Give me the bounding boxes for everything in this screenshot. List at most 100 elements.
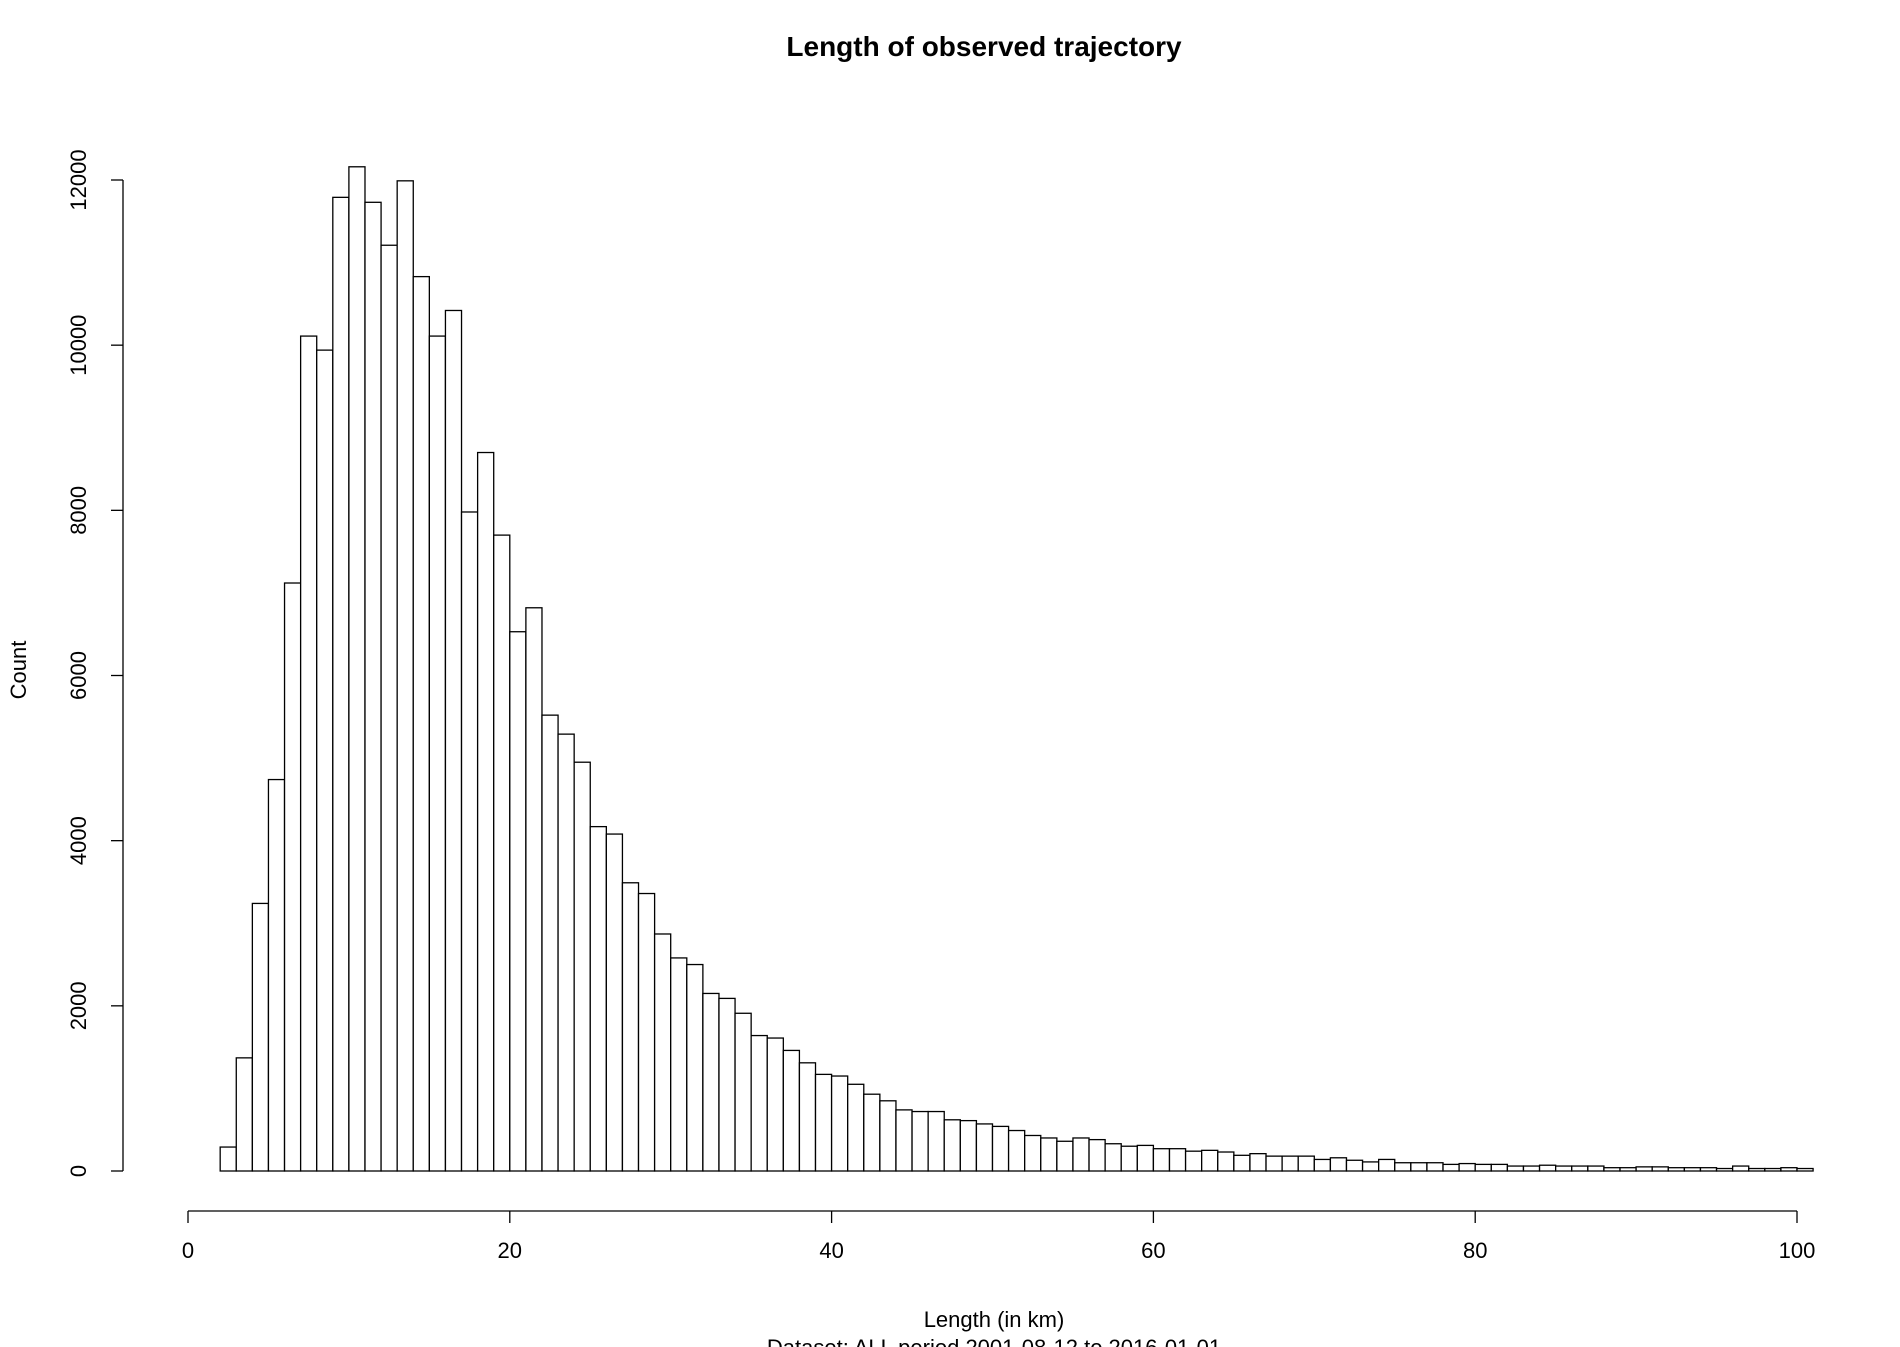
histogram-bar: [316, 349, 334, 1172]
histogram-bar: [1297, 1155, 1315, 1172]
histogram-bar: [766, 1037, 784, 1172]
histogram-bar: [911, 1110, 929, 1172]
x-tick-label: 100: [1779, 1238, 1816, 1263]
y-tick-label: 8000: [66, 486, 91, 535]
histogram-bar: [1426, 1162, 1444, 1172]
histogram-bar: [798, 1062, 817, 1172]
y-axis-label: Count: [6, 641, 31, 700]
histogram-bar: [1555, 1165, 1573, 1172]
histogram-bar: [1361, 1161, 1380, 1172]
histogram-bar: [959, 1119, 978, 1172]
histogram-bar: [734, 1012, 752, 1172]
histogram-bar: [1635, 1166, 1653, 1172]
histogram-bar: [863, 1093, 881, 1172]
histogram-bar: [637, 892, 656, 1172]
histogram-bar: [219, 1146, 237, 1172]
histogram-bar: [702, 992, 720, 1172]
histogram-bar: [847, 1083, 865, 1172]
histogram-bar: [1345, 1159, 1364, 1172]
histogram-bar: [1683, 1167, 1702, 1172]
histogram-bar: [1796, 1167, 1814, 1172]
histogram-bar: [1072, 1137, 1090, 1172]
y-tick-label: 6000: [66, 651, 91, 700]
histogram-bar: [975, 1123, 994, 1172]
y-tick-label: 2000: [66, 981, 91, 1030]
histogram-bar: [1410, 1162, 1428, 1172]
histogram-bar: [1040, 1137, 1058, 1172]
histogram-bar: [283, 582, 302, 1172]
histogram-bar: [364, 201, 382, 1172]
histogram-bar: [1715, 1167, 1734, 1172]
histogram-bar: [814, 1073, 833, 1172]
histogram-bar: [509, 631, 527, 1172]
histogram-bar: [1024, 1134, 1042, 1172]
histogram-bar: [1233, 1154, 1251, 1172]
histogram-bar: [428, 335, 447, 1172]
histogram-bar: [267, 778, 286, 1172]
histogram-bars: [219, 166, 1814, 1172]
histogram-bar: [653, 933, 672, 1172]
histogram-bar: [1378, 1158, 1396, 1172]
histogram-bar: [1265, 1155, 1283, 1172]
histogram-bar: [879, 1100, 897, 1172]
histogram-bar: [1731, 1165, 1750, 1172]
histogram-bar: [235, 1057, 254, 1172]
histogram-bar: [1136, 1144, 1155, 1172]
histogram-bar: [299, 335, 318, 1172]
histogram-bar: [750, 1034, 768, 1172]
histogram-bar: [525, 607, 543, 1172]
histogram-bar: [380, 244, 398, 1172]
histogram-bar: [927, 1110, 945, 1172]
histogram-bar: [1249, 1153, 1267, 1172]
histogram-bar: [1442, 1163, 1460, 1172]
histogram-bar: [895, 1109, 913, 1172]
histogram-bar: [830, 1075, 849, 1172]
histogram-bar: [1281, 1155, 1299, 1172]
histogram-bar: [1522, 1165, 1541, 1172]
histogram-bar: [991, 1125, 1010, 1172]
histogram-bar: [1490, 1163, 1509, 1172]
histogram-bar: [476, 451, 495, 1172]
histogram-bar: [1748, 1167, 1766, 1172]
x-tick-label: 20: [498, 1238, 522, 1263]
histogram-bar: [1506, 1165, 1525, 1172]
x-tick-label: 0: [182, 1238, 194, 1263]
histogram-bar: [1056, 1140, 1074, 1172]
histogram-bar: [1088, 1138, 1106, 1172]
histogram-bar: [1538, 1164, 1557, 1172]
y-tick-label: 0: [66, 1165, 91, 1177]
histogram-bar: [541, 714, 559, 1172]
histogram-bar: [1474, 1163, 1492, 1172]
histogram-bar: [670, 957, 688, 1172]
histogram-bar: [1152, 1148, 1171, 1172]
histogram-bar: [605, 833, 624, 1172]
histogram-bar: [1217, 1151, 1235, 1172]
histogram-bar: [1587, 1165, 1605, 1172]
histogram-bar: [348, 166, 366, 1172]
y-tick-label: 12000: [66, 149, 91, 210]
histogram-bar: [1120, 1145, 1138, 1172]
x-axis: 0 20 40 60 80 100: [182, 1210, 1816, 1263]
x-tick-label: 60: [1141, 1238, 1165, 1263]
histogram-bar: [589, 825, 607, 1172]
histogram-bar: [1104, 1143, 1122, 1172]
histogram-bar: [1458, 1162, 1476, 1172]
histogram-bar: [1651, 1166, 1669, 1172]
histogram-bar: [1184, 1150, 1203, 1172]
histogram-bar: [1313, 1158, 1332, 1172]
y-tick-label: 4000: [66, 816, 91, 865]
histogram-bar: [251, 902, 270, 1172]
histogram-bar: [1619, 1167, 1637, 1172]
histogram-bar: [718, 997, 736, 1172]
x-tick-label: 40: [819, 1238, 843, 1263]
histogram-bar: [1667, 1167, 1686, 1172]
x-axis-label: Length (in km): [924, 1307, 1065, 1332]
histogram-bar: [1007, 1129, 1026, 1172]
histogram-bar: [782, 1049, 801, 1172]
chart-subtitle: Dataset: ALL period 2001-08-12 to 2016-0…: [767, 1335, 1221, 1347]
histogram-bar: [1764, 1167, 1782, 1172]
histogram-bar: [1603, 1167, 1621, 1172]
chart-title: Length of observed trajectory: [786, 31, 1182, 62]
histogram-bar: [444, 309, 463, 1172]
y-tick-label: 10000: [66, 315, 91, 376]
